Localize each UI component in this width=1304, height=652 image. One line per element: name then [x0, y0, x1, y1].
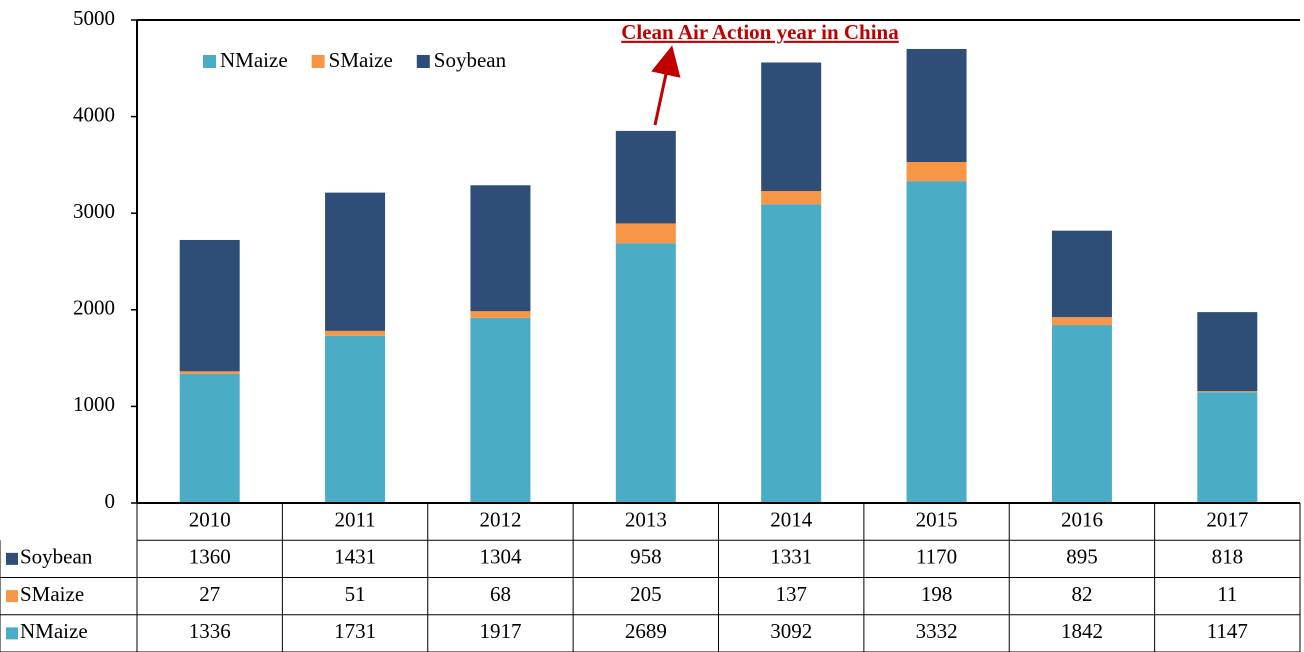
x-tick-label: 2012 [479, 507, 521, 531]
table-cell: 27 [199, 582, 220, 606]
y-tick-label: 5000 [73, 6, 115, 30]
x-tick-label: 2015 [916, 507, 958, 531]
table-cell: 198 [921, 582, 953, 606]
x-tick-label: 2010 [189, 507, 231, 531]
bar-segment [470, 311, 531, 318]
table-cell: 1147 [1207, 619, 1248, 643]
legend-swatch [203, 55, 216, 68]
table-cell: 11 [1217, 582, 1237, 606]
table-cell: 51 [345, 582, 366, 606]
table-cell: 1842 [1061, 619, 1103, 643]
legend-label: Soybean [434, 48, 507, 72]
y-tick-label: 2000 [73, 296, 115, 320]
table-cell: 1331 [770, 545, 812, 569]
bar-segment [470, 185, 531, 312]
table-cell: 137 [775, 582, 807, 606]
y-tick-label: 1000 [73, 392, 115, 416]
bar-segment [1197, 312, 1258, 392]
table-cell: 1731 [334, 619, 376, 643]
annotation-arrow [651, 45, 681, 126]
bar-segment [1051, 317, 1112, 326]
table-cell: 82 [1071, 582, 1092, 606]
y-tick-label: 3000 [73, 199, 115, 223]
table-row-label: NMaize [20, 619, 88, 643]
table-cell: 1917 [479, 619, 521, 643]
bar-segment [470, 317, 531, 503]
y-tick-label: 4000 [73, 102, 115, 126]
bar-segment [615, 223, 676, 244]
table-swatch [6, 552, 18, 565]
bar-segment [906, 181, 967, 504]
bar-segment [906, 48, 967, 163]
bar-segment [761, 62, 822, 192]
table-cell: 3092 [770, 619, 812, 643]
bar-segment [1051, 325, 1112, 503]
table-swatch [6, 627, 18, 640]
annotation: Clean Air Action year in China [621, 20, 899, 44]
y-tick-label: 0 [105, 489, 116, 513]
table-cell: 1431 [334, 545, 376, 569]
legend-label: SMaize [329, 48, 393, 72]
bar-segment [179, 239, 240, 372]
x-tick-label: 2017 [1206, 507, 1248, 531]
table-cell: 818 [1212, 545, 1244, 569]
bar-segment [761, 204, 822, 503]
legend-swatch [416, 55, 430, 68]
bar-segment [1197, 392, 1258, 503]
table-cell: 1360 [189, 545, 231, 569]
x-tick-label: 2013 [625, 507, 667, 531]
bar-segment [1051, 230, 1112, 318]
bar-segment [615, 130, 676, 224]
bar-segment [1197, 391, 1258, 393]
bar-segment [906, 162, 967, 182]
table-cell: 958 [630, 545, 662, 569]
table-cell: 2689 [625, 619, 667, 643]
x-tick-label: 2011 [334, 507, 375, 531]
bar-segment [325, 335, 386, 503]
legend-label: NMaize [220, 48, 288, 72]
table-cell: 68 [490, 582, 511, 606]
bar-segment [761, 191, 822, 205]
table-swatch [6, 590, 18, 603]
bar-segment [615, 243, 676, 503]
table-row-label: SMaize [20, 582, 84, 606]
table-cell: 1170 [916, 545, 957, 569]
bar-segment [325, 330, 386, 336]
x-tick-label: 2014 [770, 507, 813, 531]
bar-segment [179, 373, 240, 503]
x-tick-label: 2016 [1061, 507, 1103, 531]
table-cell: 3332 [916, 619, 958, 643]
table-row-label: Soybean [20, 545, 93, 569]
table-cell: 895 [1066, 545, 1098, 569]
bar-segment [325, 192, 386, 331]
table-cell: 205 [630, 582, 662, 606]
table-cell: 1336 [189, 619, 231, 643]
table-cell: 1304 [479, 545, 522, 569]
bar-segment [179, 371, 240, 374]
legend-swatch [311, 55, 325, 68]
